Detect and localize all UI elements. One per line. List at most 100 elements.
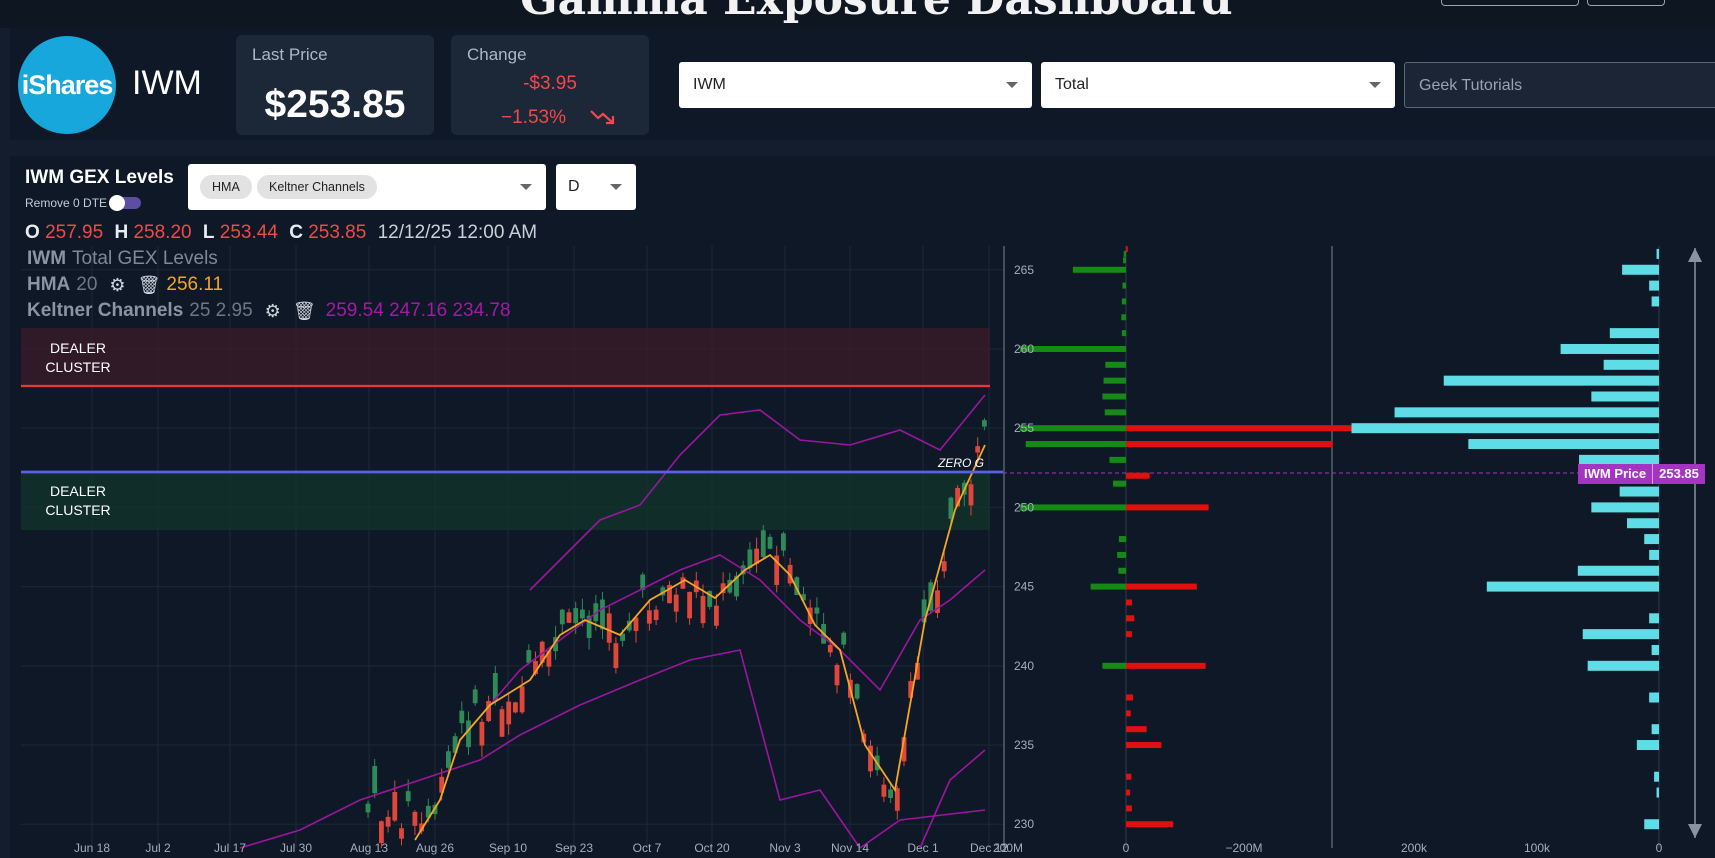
last-price-value: $253.85 bbox=[264, 83, 406, 126]
candle-body bbox=[908, 681, 914, 698]
gex-type-select[interactable]: Total bbox=[1041, 62, 1395, 108]
legend-series: IWM Total GEX Levels bbox=[27, 248, 218, 270]
gex-bar bbox=[1126, 615, 1135, 622]
candle-body bbox=[700, 595, 706, 624]
gex-bar bbox=[1126, 631, 1132, 638]
candle-body bbox=[412, 811, 418, 826]
scroll-down-arrow-icon[interactable] bbox=[1688, 824, 1702, 838]
iwm-price-value: 253.85 bbox=[1652, 464, 1699, 484]
candle-body bbox=[673, 594, 679, 612]
gex-type-select-value: Total bbox=[1055, 76, 1089, 93]
candle-body bbox=[794, 577, 800, 596]
gear-icon[interactable]: ⚙ bbox=[109, 274, 126, 295]
x-tick-label: Oct 7 bbox=[633, 841, 662, 855]
candle-body bbox=[915, 662, 920, 680]
candle-body bbox=[446, 751, 451, 768]
timeframe-select[interactable]: D bbox=[556, 164, 636, 210]
top-button-2[interactable] bbox=[1587, 0, 1665, 6]
high-value: 258.20 bbox=[133, 222, 192, 243]
dealer-cluster-lower-zone bbox=[21, 472, 990, 530]
candle-body bbox=[747, 549, 753, 569]
legend-hma: HMA 20 ⚙ 🗑 256.11 bbox=[27, 274, 223, 296]
candle-body bbox=[513, 702, 518, 713]
iwm-price-tag: IWM Price 253.85 bbox=[1578, 464, 1705, 484]
candle-body bbox=[600, 599, 605, 630]
candle-body bbox=[720, 583, 726, 594]
remove-0dte-toggle[interactable] bbox=[109, 195, 141, 211]
close-label: C bbox=[289, 222, 303, 243]
oi-bar bbox=[1582, 629, 1659, 640]
chevron-down-icon bbox=[1369, 82, 1381, 88]
candle-body bbox=[814, 607, 820, 614]
gex-bar bbox=[1104, 409, 1126, 416]
search-input[interactable]: Geek Tutorials bbox=[1404, 62, 1715, 108]
scroll-up-arrow-icon[interactable] bbox=[1688, 248, 1702, 262]
candle-body bbox=[385, 816, 391, 827]
oi-bar bbox=[1560, 343, 1659, 354]
gex-bar bbox=[1123, 257, 1126, 264]
candle-body bbox=[767, 536, 773, 549]
ishares-logo: iShares bbox=[18, 36, 116, 134]
timeframe-value: D bbox=[568, 178, 580, 195]
legend-keltner: Keltner Channels 25 2.95 ⚙ 🗑 259.54 247.… bbox=[27, 300, 511, 322]
gex-bar bbox=[1126, 504, 1209, 511]
candle-body bbox=[707, 591, 713, 607]
candle-body bbox=[586, 615, 592, 639]
gex-bar bbox=[1126, 246, 1128, 253]
legend-keltner-values: 259.54 247.16 234.78 bbox=[325, 300, 511, 321]
x-axis: Jun 18 Jul 2 Jul 17 Jul 30 Aug 13 Aug 26 Sep 1… bbox=[74, 841, 1663, 855]
indicators-select[interactable]: HMA Keltner Channels bbox=[188, 164, 546, 210]
legend-hma-params: 20 bbox=[76, 274, 98, 295]
y-tick-label: 245 bbox=[1014, 580, 1034, 594]
change-label: Change bbox=[467, 45, 527, 64]
gex-bar bbox=[1121, 298, 1126, 305]
candle-body bbox=[533, 660, 538, 675]
low-label: L bbox=[202, 222, 215, 243]
legend-hma-name: HMA bbox=[27, 274, 71, 295]
top-button-1[interactable] bbox=[1441, 0, 1579, 6]
candle-body bbox=[472, 689, 478, 704]
oi-bar bbox=[1654, 771, 1659, 782]
gex-bar bbox=[1118, 536, 1126, 543]
candle-body bbox=[506, 701, 512, 725]
trash-icon[interactable]: 🗑 bbox=[292, 300, 316, 321]
x-tick-label: Nov 3 bbox=[769, 841, 801, 855]
oi-x-tick-label: 0 bbox=[1656, 841, 1663, 855]
ticker-symbol: IWM bbox=[132, 64, 202, 102]
chip-keltner-channels[interactable]: Keltner Channels bbox=[257, 175, 377, 199]
candle-body bbox=[519, 686, 525, 713]
candle-body bbox=[620, 633, 625, 641]
trash-icon[interactable]: 🗑 bbox=[137, 274, 161, 295]
candle-body bbox=[399, 828, 404, 839]
gex-x-tick-label: 0 bbox=[1123, 841, 1130, 855]
y-tick-label: 265 bbox=[1014, 263, 1034, 277]
dealer-cluster-lower-label: DEALER CLUSTER bbox=[20, 482, 136, 520]
candle-body bbox=[459, 710, 465, 724]
gex-bar bbox=[1121, 314, 1126, 321]
gear-icon[interactable]: ⚙ bbox=[264, 300, 281, 321]
candle-body bbox=[647, 610, 652, 624]
candle-body bbox=[633, 617, 639, 631]
gex-bar bbox=[1072, 266, 1126, 273]
gex-bar bbox=[1126, 662, 1206, 669]
x-tick-label: Sep 23 bbox=[555, 841, 593, 855]
oi-x-tick-label: 200k bbox=[1401, 841, 1428, 855]
gex-bar bbox=[1121, 330, 1126, 337]
chip-hma[interactable]: HMA bbox=[200, 175, 252, 199]
gex-bar bbox=[1109, 456, 1126, 463]
candle-body bbox=[781, 533, 786, 551]
candle-body bbox=[888, 789, 893, 799]
candle-body bbox=[667, 584, 672, 604]
gex-bar bbox=[1126, 805, 1132, 812]
y-tick-label: 230 bbox=[1014, 817, 1034, 831]
legend-keltner-params: 25 2.95 bbox=[189, 300, 253, 321]
candle-body bbox=[486, 701, 491, 722]
symbol-select[interactable]: IWM bbox=[679, 62, 1032, 108]
oi-bar bbox=[1651, 724, 1659, 735]
keltner-middle-line bbox=[489, 554, 986, 706]
y-tick-label: 250 bbox=[1014, 500, 1034, 514]
candle-body bbox=[452, 736, 458, 753]
x-tick-label: Jul 2 bbox=[145, 841, 171, 855]
